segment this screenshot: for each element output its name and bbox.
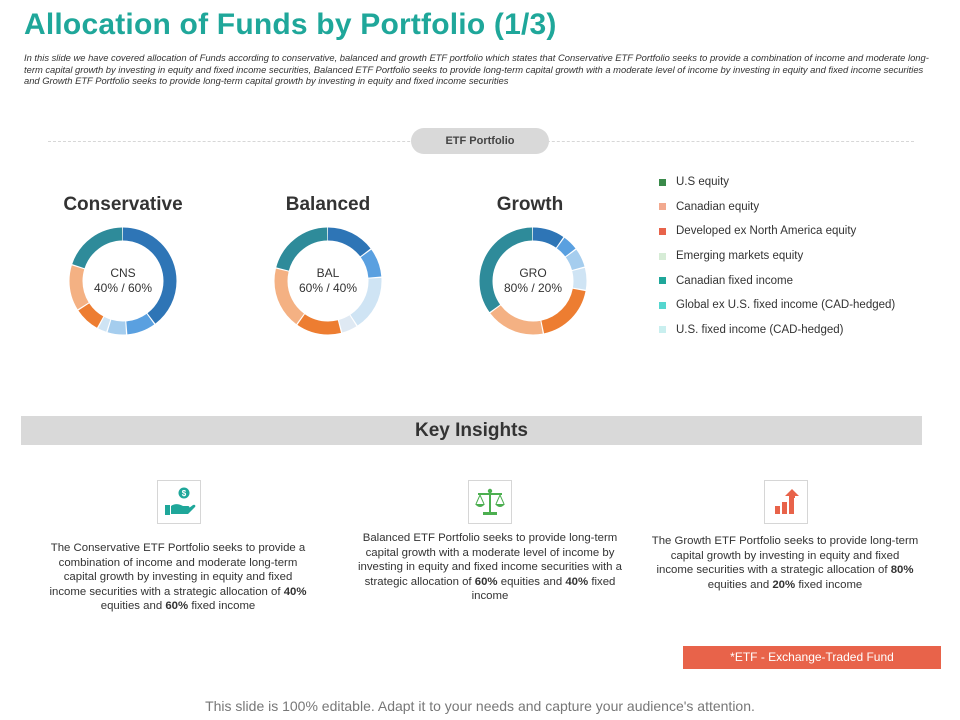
donut-ratio: 40% / 60% [93, 281, 153, 295]
legend-swatch [659, 326, 666, 334]
donut-segment [69, 227, 177, 335]
legend-label: Emerging markets equity [676, 250, 804, 263]
donut-segment [69, 227, 177, 335]
legend-swatch [659, 252, 666, 260]
donut-code: CNS [110, 266, 136, 280]
legend-label: U.S. fixed income (CAD-hedged) [676, 323, 844, 336]
donut-growth: GRO 80% / 20% [478, 226, 588, 336]
legend-swatch [659, 227, 666, 235]
donut-segment [274, 227, 382, 335]
growth-chart-icon [764, 480, 808, 524]
donut-conservative: CNS 40% / 60% [68, 226, 178, 336]
etf-portfolio-label: ETF Portfolio [411, 128, 549, 154]
donut-segment [274, 227, 382, 335]
legend-label: Global ex U.S. fixed income (CAD-hedged) [676, 299, 896, 312]
legend-label: Canadian equity [676, 200, 760, 213]
etf-footnote: *ETF - Exchange-Traded Fund [683, 646, 941, 669]
legend-label: Developed ex North America equity [676, 225, 857, 238]
footer-note: This slide is 100% editable. Adapt it to… [205, 698, 755, 714]
donut-segment [479, 227, 587, 335]
insight-growth: The Growth ETF Portfolio seeks to provid… [651, 535, 919, 591]
money-hand-icon: $ [157, 480, 201, 524]
donut-chart-conservative [69, 227, 177, 335]
legend-swatch [659, 203, 666, 211]
intro-paragraph: In this slide we have covered allocation… [24, 52, 929, 86]
donut-segment [479, 227, 587, 335]
page-title: Allocation of Funds by Portfolio (1/3) [24, 8, 557, 41]
portfolio-title-growth: Growth [496, 194, 564, 215]
legend-swatch [659, 178, 666, 186]
donut-segment [479, 227, 587, 335]
legend-item: Developed ex North America equity [659, 219, 949, 244]
insight-balanced: Balanced ETF Portfolio seeks to provide … [357, 532, 623, 602]
portfolio-title-conservative: Conservative [63, 194, 183, 215]
donut-ratio: 60% / 40% [298, 281, 358, 295]
donut-code: GRO [519, 266, 547, 280]
insight-conservative: The Conservative ETF Portfolio seeks to … [49, 542, 307, 612]
donut-segment [274, 227, 382, 335]
legend-label: Canadian fixed income [676, 274, 793, 287]
key-insights-heading: Key Insights [21, 416, 922, 445]
legend-swatch [659, 277, 666, 285]
legend-item: U.S. fixed income (CAD-hedged) [659, 318, 949, 343]
legend-item: U.S equity [659, 170, 949, 195]
legend: U.S equity Canadian equity Developed ex … [659, 170, 949, 342]
legend-label: U.S equity [676, 176, 730, 189]
legend-item: Canadian fixed income [659, 268, 949, 293]
donut-segment [479, 227, 587, 335]
donut-chart-balanced [274, 227, 382, 335]
legend-item: Emerging markets equity [659, 244, 949, 269]
donut-segment [274, 227, 382, 335]
donut-chart-growth [479, 227, 587, 335]
legend-item: Global ex U.S. fixed income (CAD-hedged) [659, 293, 949, 318]
donut-code: BAL [316, 266, 340, 280]
donut-balanced: BAL 60% / 40% [273, 226, 383, 336]
balance-scale-icon [468, 480, 512, 524]
legend-swatch [659, 301, 666, 309]
portfolio-title-balanced: Balanced [285, 194, 371, 215]
legend-item: Canadian equity [659, 195, 949, 220]
svg-text:$: $ [182, 489, 187, 498]
donut-ratio: 80% / 20% [503, 281, 563, 295]
donut-segment [69, 227, 177, 335]
